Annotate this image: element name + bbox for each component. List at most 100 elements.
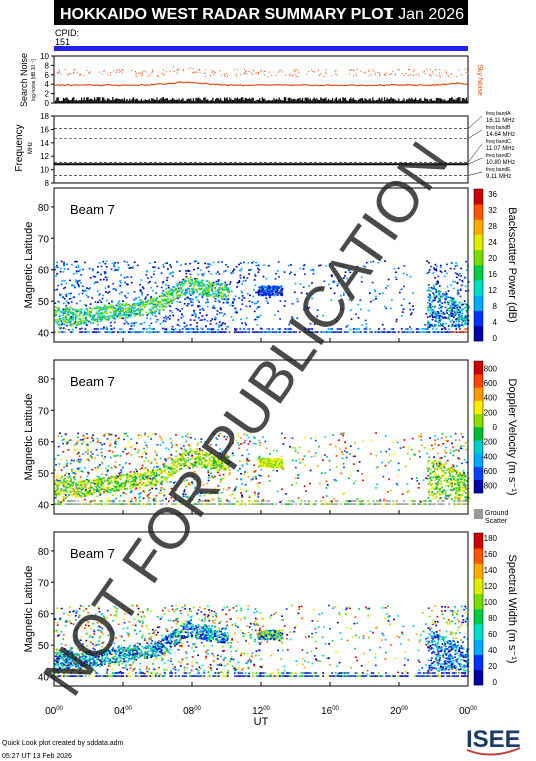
- heatmap-cell: [378, 331, 380, 333]
- heatmap-cell: [438, 317, 441, 320]
- heatmap-cell: [207, 287, 210, 289]
- heatmap-cell: [244, 322, 247, 324]
- heatmap-cell: [76, 443, 78, 445]
- heatmap-cell: [281, 488, 283, 490]
- noise-dot: [195, 71, 197, 73]
- noise-bar: [320, 97, 322, 103]
- heatmap-cell: [396, 500, 398, 502]
- heatmap-cell: [184, 270, 187, 272]
- heatmap-cell: [57, 445, 60, 448]
- heatmap-cell: [76, 282, 79, 284]
- heatmap-cell: [438, 290, 441, 293]
- heatmap-cell: [238, 444, 240, 446]
- heatmap-cell: [443, 455, 446, 458]
- noise-bar: [216, 97, 218, 103]
- heatmap-cell: [117, 262, 119, 264]
- noise-bar: [174, 99, 176, 103]
- heatmap-cell: [79, 476, 82, 478]
- heatmap-cell: [429, 296, 432, 298]
- heatmap-cell: [192, 287, 195, 290]
- noise-bar: [226, 97, 228, 103]
- heatmap-cell: [237, 503, 240, 505]
- heatmap-cell: [270, 291, 273, 294]
- heatmap-cell: [280, 293, 282, 296]
- heatmap-cell: [274, 278, 277, 280]
- heatmap-cell: [288, 264, 290, 267]
- heatmap-cell: [58, 323, 61, 326]
- heatmap-cell: [260, 285, 263, 288]
- heatmap-cell: [70, 325, 73, 327]
- heatmap-cell: [441, 328, 444, 330]
- heatmap-cell: [178, 281, 181, 284]
- noise-dot: [220, 74, 222, 76]
- heatmap-cell: [257, 291, 259, 294]
- noise-dot: [172, 65, 174, 67]
- heatmap-cell: [390, 459, 392, 462]
- heatmap-cell: [152, 307, 155, 310]
- heatmap-cell: [218, 492, 221, 495]
- heatmap-cell: [240, 262, 242, 265]
- noise-bar: [165, 98, 167, 103]
- heatmap-cell: [61, 475, 64, 478]
- heatmap-cell: [74, 470, 77, 473]
- heatmap-cell: [115, 289, 117, 291]
- heatmap-cell: [342, 462, 345, 465]
- heatmap-cell: [261, 293, 264, 296]
- heatmap-cell: [130, 314, 133, 316]
- heatmap-cell: [209, 323, 212, 325]
- heatmap-cell: [457, 331, 459, 333]
- heatmap-cell: [460, 267, 463, 270]
- heatmap-cell: [147, 460, 150, 462]
- heatmap-cell: [59, 503, 62, 505]
- heatmap-cell: [103, 311, 106, 313]
- heatmap-cell: [249, 432, 252, 435]
- heatmap-cell: [106, 308, 109, 311]
- heatmap-cell: [172, 328, 175, 331]
- heatmap-cell: [66, 306, 69, 309]
- heatmap-cell: [421, 331, 423, 333]
- noise-dot: [165, 71, 167, 73]
- heatmap-cell: [365, 331, 368, 333]
- heatmap-cell: [174, 503, 177, 505]
- heatmap-cell: [189, 282, 191, 284]
- heatmap-cell: [96, 281, 99, 283]
- heatmap-cell: [104, 304, 107, 307]
- noise-bar: [149, 100, 152, 103]
- noise-dot: [432, 71, 434, 73]
- heatmap-cell: [148, 301, 151, 304]
- heatmap-cell: [428, 271, 430, 273]
- heatmap-cell: [288, 328, 290, 330]
- heatmap-cell: [340, 328, 342, 330]
- heatmap-cell: [198, 448, 201, 450]
- heatmap-cell: [106, 500, 108, 502]
- heatmap-cell: [296, 298, 299, 300]
- heatmap-cell: [154, 433, 157, 435]
- heatmap-cell: [221, 456, 223, 458]
- noise-bar: [96, 97, 98, 103]
- heatmap-cell: [384, 464, 387, 467]
- heatmap-cell: [196, 325, 198, 327]
- heatmap-cell: [268, 503, 270, 505]
- heatmap-cell: [147, 312, 150, 315]
- noise-bar: [169, 99, 171, 103]
- heatmap-cell: [115, 315, 118, 317]
- heatmap-cell: [215, 444, 218, 446]
- noise-bar: [218, 99, 220, 103]
- noise-bar: [437, 97, 439, 103]
- heatmap-cell: [150, 298, 152, 300]
- heatmap-cell: [364, 265, 366, 268]
- noise-bar: [450, 97, 452, 103]
- heatmap-cell: [403, 298, 406, 300]
- noise-bar: [69, 100, 71, 103]
- heatmap-cell: [59, 432, 61, 435]
- heatmap-cell: [398, 469, 400, 471]
- heatmap-cell: [213, 283, 216, 286]
- heatmap-cell: [254, 273, 256, 276]
- heatmap-cell: [73, 459, 75, 462]
- noise-bar: [78, 99, 80, 103]
- heatmap-cell: [180, 454, 182, 456]
- heatmap-cell: [135, 498, 137, 501]
- noise-dot: [192, 72, 194, 74]
- heatmap-cell: [198, 282, 201, 284]
- heatmap-cell: [451, 310, 454, 313]
